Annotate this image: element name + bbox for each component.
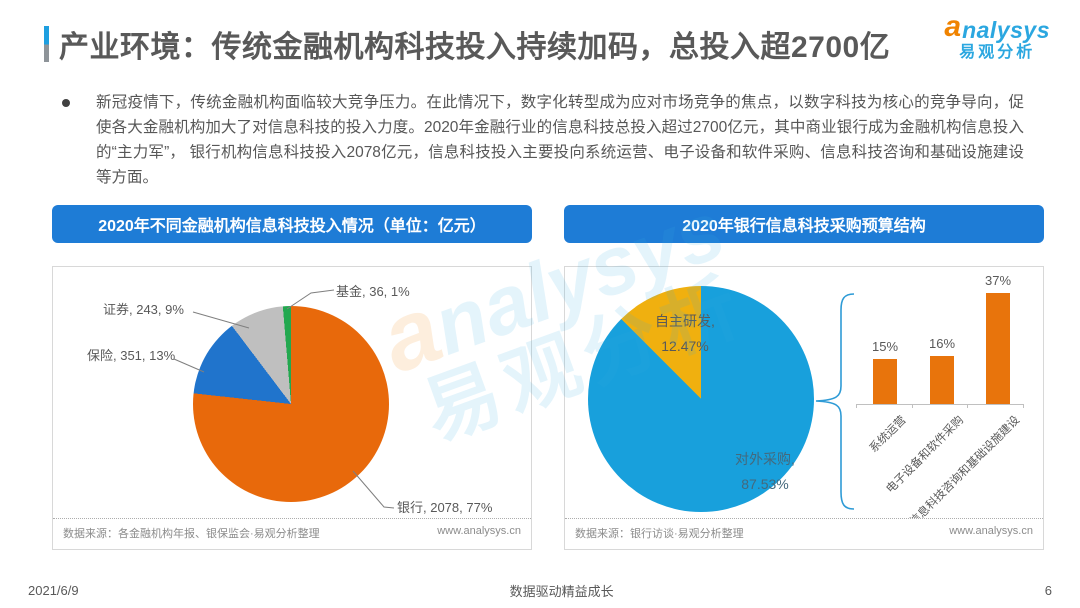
budget-bar: 37% [985,273,1011,404]
axis-tick [912,404,913,408]
pie-label-external: 对外采购, 87.53% [715,447,815,497]
bullet-icon [62,99,70,107]
footer-date: 2021/6/9 [28,583,79,598]
page-title: 产业环境：传统金融机构科技投入持续加码，总投入超2700亿 [59,31,891,64]
left-chart-panel: 基金, 36, 1% 证券, 243, 9% 保险, 351, 13% 银行, … [52,266,532,550]
footer-page-number: 6 [1044,583,1052,598]
left-source-text: 数据来源：各金融机构年报、银保监会·易观分析整理 [63,528,320,540]
analysys-logo: a nalysys 易观分析 [944,12,1050,61]
pie-label-securities: 证券, 243, 9% [103,302,184,317]
bar-value-label: 37% [984,273,1012,288]
institutions-pie [193,306,389,502]
pie-label-bank: 银行, 2078, 77% [397,500,493,515]
left-chart-title: 2020年不同金融机构信息科技投入情况（单位：亿元） [52,205,532,243]
logo-swoosh-icon: a [944,10,962,43]
budget-bar: 16% [929,336,955,404]
logo-cn-text: 易观分析 [959,44,1036,61]
bar-value-label: 16% [928,336,956,351]
axis-tick [856,404,857,408]
pie-label-fund: 基金, 36, 1% [336,284,410,299]
right-source-text: 数据来源：银行访谈·易观分析整理 [575,528,744,540]
pie-label-insurance: 保险, 351, 13% [87,348,176,363]
brace-icon [815,293,855,510]
analysys-logo-wordmark: a nalysys [944,12,1050,42]
logo-text: nalysys [962,17,1050,43]
summary-text: 新冠疫情下，传统金融机构面临较大竞争压力。在此情况下，数字化转型成为应对市场竞争… [96,94,1024,187]
title-marker-icon [44,26,49,62]
budget-bar: 15% [872,339,898,404]
axis-tick [1023,404,1024,408]
pie-label-external-name: 对外采购, [735,451,795,467]
footer-slogan: 数据驱动精益成长 [509,584,614,599]
right-source-row: 数据来源：银行访谈·易观分析整理 www.analysys.cn [565,518,1043,549]
left-source-row: 数据来源：各金融机构年报、银保监会·易观分析整理 www.analysys.cn [53,518,531,549]
right-chart-panel: 自主研发, 12.47% 对外采购, 87.53% 15% 16% 37% 系统… [564,266,1044,550]
summary-block: 新冠疫情下，传统金融机构面临较大竞争压力。在此情况下，数字化转型成为应对市场竞争… [62,90,1024,190]
bar-category-label: 系统运营 [867,414,909,456]
bar-category-label: 信息科技咨询和基础设施建设 [907,414,1022,529]
bar-axis [856,404,1023,405]
slide-footer: 2021/6/9 数据驱动精益成长 6 [28,581,1052,600]
left-site-text: www.analysys.cn [437,525,521,537]
procurement-pie [588,286,814,512]
pie-label-inhouse-value: 12.47% [661,338,709,355]
axis-tick [967,404,968,408]
pie-label-inhouse: 自主研发, 12.47% [635,309,735,359]
right-chart-title: 2020年银行信息科技采购预算结构 [564,205,1044,243]
pie-label-external-value: 87.53% [741,476,789,493]
budget-bar-chart: 15% 16% 37% [565,267,1045,404]
bar-value-label: 15% [871,339,899,354]
pie-label-inhouse-name: 自主研发, [655,313,715,329]
page-header: 产业环境：传统金融机构科技投入持续加码，总投入超2700亿 [44,22,890,66]
right-site-text: www.analysys.cn [949,525,1033,537]
